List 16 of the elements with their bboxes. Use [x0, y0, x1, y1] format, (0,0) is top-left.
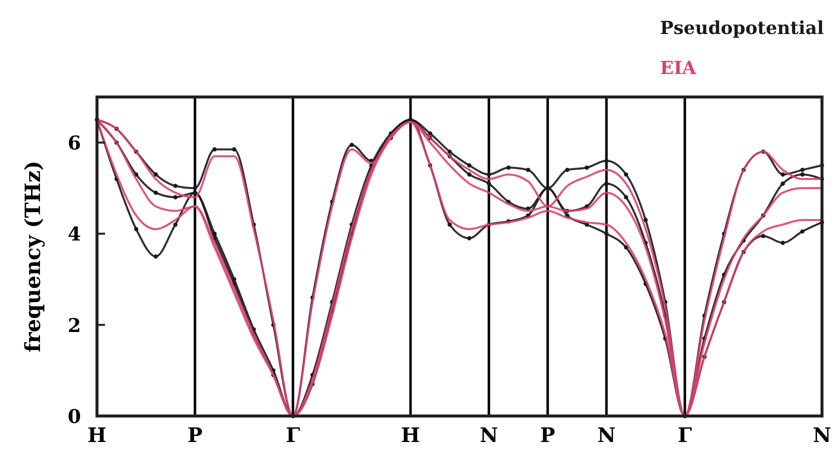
- x-tick-label: N: [480, 423, 498, 447]
- y-tick-label: 2: [68, 314, 81, 337]
- y-axis-title: frequency (THz): [20, 160, 45, 352]
- x-tick-label: H: [401, 423, 420, 447]
- x-tick-label: H: [88, 423, 106, 447]
- x-tick-label: N: [812, 423, 832, 447]
- x-tick-label: Γ: [678, 423, 692, 447]
- y-tick-label: 0: [68, 406, 81, 428]
- x-tick-label: P: [187, 423, 202, 447]
- y-tick-label: 4: [68, 224, 81, 246]
- x-tick-label: P: [540, 423, 556, 447]
- text: Pseudopotential: [660, 18, 824, 39]
- text: EIA: [660, 58, 698, 79]
- x-tick-label: N: [597, 423, 616, 447]
- x-tick-label: Γ: [286, 423, 300, 447]
- y-tick-label: 6: [68, 132, 81, 155]
